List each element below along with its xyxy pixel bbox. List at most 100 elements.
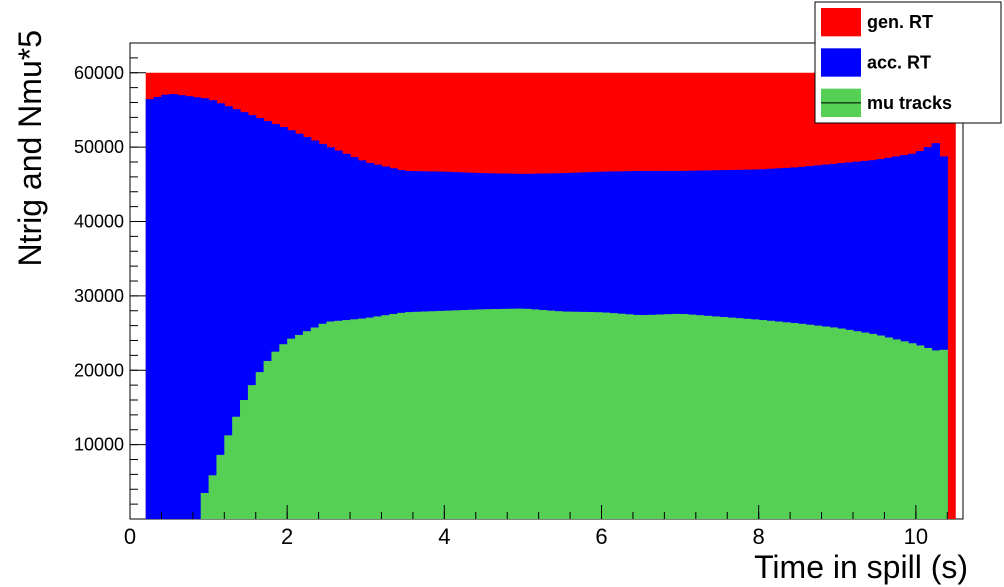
bar [805, 324, 815, 519]
bar [389, 314, 398, 519]
y-tick-label: 20000 [74, 360, 124, 380]
bar [169, 94, 178, 519]
bar [240, 400, 249, 519]
bar [845, 329, 854, 519]
x-tick-label: 8 [753, 524, 765, 549]
bar [907, 153, 917, 519]
bar [247, 385, 257, 519]
bar [279, 344, 288, 519]
bar [915, 151, 925, 519]
bar [499, 308, 508, 519]
y-tick-label: 40000 [74, 212, 124, 232]
x-tick-label: 6 [595, 524, 607, 549]
bar [200, 98, 210, 520]
bar [868, 333, 878, 519]
bar [609, 313, 618, 519]
bar [357, 318, 367, 519]
bar [860, 332, 870, 519]
bar [428, 311, 438, 519]
bar [232, 109, 241, 519]
bar [711, 316, 720, 519]
bar [782, 322, 791, 519]
bar [664, 314, 673, 519]
bar [593, 312, 603, 519]
bar [208, 100, 218, 520]
bar [255, 372, 265, 519]
x-tick-label: 10 [904, 524, 928, 549]
bar [632, 314, 642, 519]
bar [412, 311, 422, 519]
bar [350, 319, 359, 519]
bar [758, 320, 768, 519]
bar [774, 321, 783, 519]
bar [939, 156, 948, 519]
bar [287, 338, 296, 519]
bar [177, 95, 186, 519]
bar [546, 310, 555, 519]
bar [766, 320, 775, 519]
bar [295, 133, 304, 519]
bar [507, 308, 516, 519]
bar [939, 349, 948, 519]
bar [625, 314, 634, 519]
bar [342, 320, 351, 519]
bar [727, 317, 736, 519]
bar [216, 103, 225, 520]
bar [452, 310, 461, 519]
bar [295, 334, 304, 519]
bar [915, 345, 925, 519]
bar [900, 155, 909, 519]
bar [672, 313, 681, 519]
bar [397, 312, 406, 519]
legend: gen. RT acc. RT mu tracks [814, 1, 1002, 124]
legend-swatch [821, 48, 861, 77]
bar [656, 314, 665, 519]
bar [585, 312, 595, 519]
bar [444, 310, 453, 519]
bar [695, 315, 705, 519]
bar [263, 360, 273, 519]
bar [617, 313, 626, 519]
y-tick-label: 10000 [74, 435, 124, 455]
bar [554, 311, 563, 519]
bar [797, 323, 807, 519]
bar [703, 315, 713, 519]
bar [365, 317, 375, 519]
legend-label: acc. RT [867, 53, 931, 73]
y-tick-label: 50000 [74, 137, 124, 157]
series-2 [200, 308, 948, 519]
bar [192, 97, 202, 520]
bar [302, 331, 312, 519]
y-tick-label: 60000 [74, 63, 124, 83]
bar [271, 124, 280, 519]
x-axis-title: Time in spill (s) [754, 549, 968, 585]
bar [310, 327, 320, 519]
bar [153, 96, 163, 519]
bar [680, 314, 689, 519]
bar [923, 147, 933, 519]
y-axis-title: Ntrig and Nmu*5 [12, 30, 48, 267]
bar [876, 335, 886, 519]
bar [145, 99, 155, 519]
bar [562, 311, 571, 519]
x-tick-label: 4 [438, 524, 450, 549]
bar [460, 310, 469, 519]
legend-label: mu tracks [867, 93, 952, 113]
bar [318, 323, 328, 519]
bar [601, 312, 610, 519]
bar [750, 319, 760, 519]
legend-swatch [821, 8, 861, 37]
bar [577, 311, 587, 519]
bar [247, 115, 257, 520]
bar [271, 351, 280, 519]
bar [892, 339, 901, 519]
bar [813, 325, 823, 519]
bar [381, 315, 390, 519]
bar [420, 311, 430, 519]
bar [530, 309, 540, 519]
bar [687, 314, 697, 519]
bar [373, 316, 383, 519]
bar [790, 323, 799, 519]
bar [522, 308, 532, 519]
